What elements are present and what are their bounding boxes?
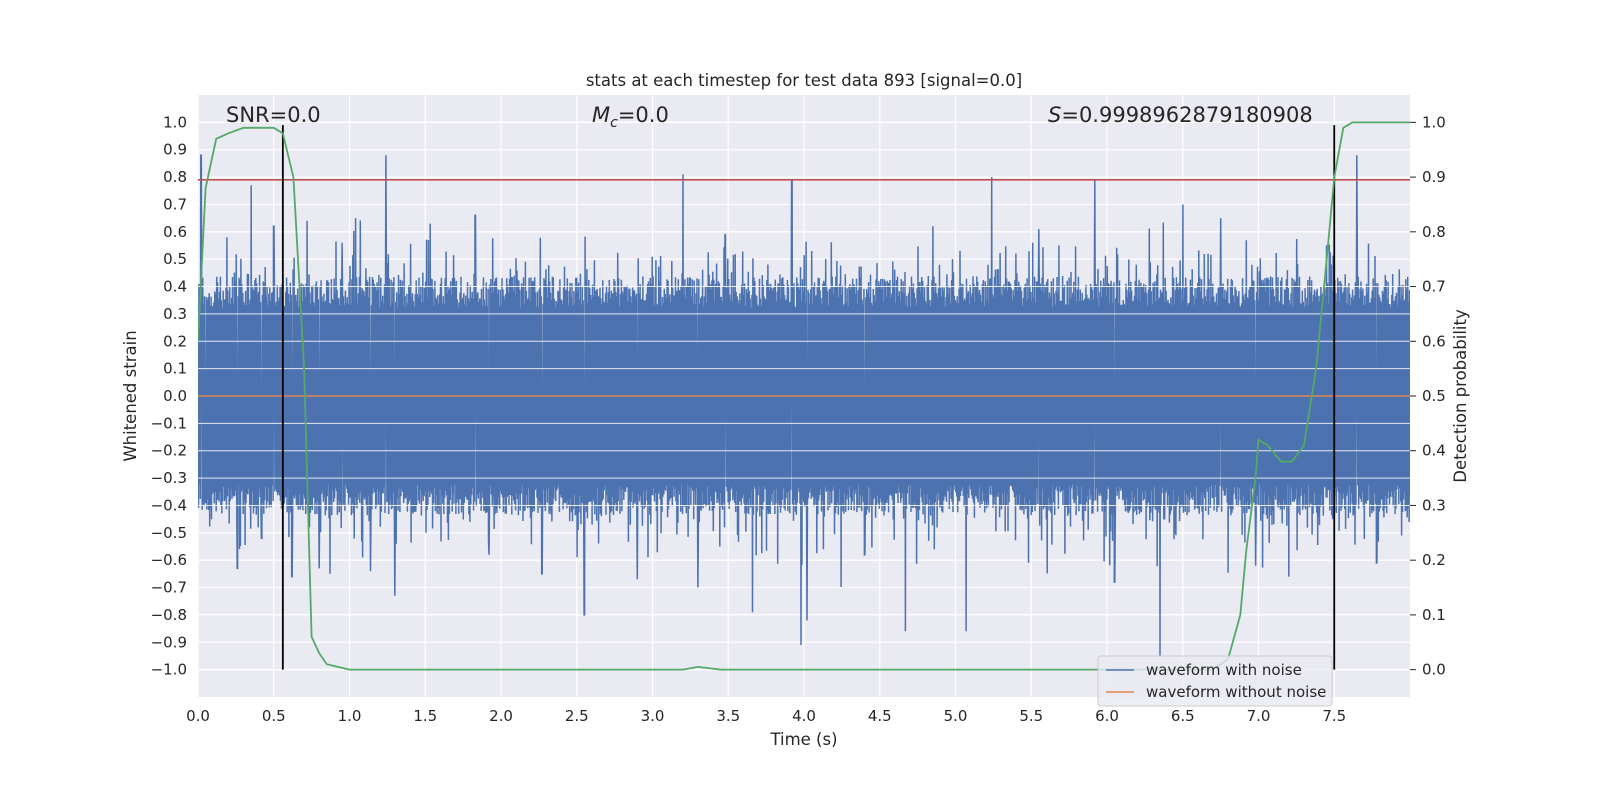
y-tick-label: −1.0 [151,661,187,679]
y-tick-label: −0.7 [151,579,187,597]
y-tick-label: 1.0 [163,113,187,131]
y2-axis-label: Detection probability [1451,309,1470,483]
legend-box [1097,655,1333,707]
y-tick-label: −0.5 [151,524,187,542]
x-tick-label: 2.5 [565,707,589,725]
y-tick-label: 0.8 [163,168,187,186]
x-tick-label: 6.0 [1095,707,1119,725]
x-tick-label: 5.0 [944,707,968,725]
mc-value: =0.0 [618,103,669,127]
y-tick-label: −0.9 [151,633,187,651]
y2-tick-label: 0.3 [1422,496,1446,514]
x-tick-label: 1.5 [413,707,437,725]
y2-tick-label: 0.8 [1422,223,1446,241]
x-tick-label: 0.0 [186,707,210,725]
snr-annotation: SNR=0.0 [226,103,321,127]
x-tick-label: 3.5 [716,707,740,725]
y-tick-label: −0.3 [151,469,187,487]
y2-tick-label: 0.4 [1422,442,1446,460]
legend: waveform with noise waveform without noi… [1097,655,1333,707]
y-tick-label: −0.6 [151,551,187,569]
x-tick-label: 7.5 [1322,707,1346,725]
x-axis-ticks: 0.0 0.5 1.0 1.5 2.0 2.5 3.0 3.5 4.0 4.5 5.0 5.5 6.0 6… [186,707,1346,725]
y-axis-label: Whitened strain [121,330,140,461]
mc-symbol: M [592,103,610,127]
x-tick-label: 1.0 [338,707,362,725]
x-axis-label: Time (s) [769,730,837,749]
x-tick-label: 5.5 [1019,707,1043,725]
s-annotation: S=0.9998962879180908 [1048,103,1313,127]
y-tick-label: 0.1 [163,360,187,378]
y-tick-label: 0.9 [163,141,187,159]
y-tick-label: −0.2 [151,442,187,460]
x-tick-label: 4.0 [792,707,816,725]
y-axis-ticks: 1.0 0.9 0.8 0.7 0.6 0.5 0.4 0.3 0.2 0.1 0.0 −0.1 −0.… [151,113,187,678]
y2-tick-label: 0.1 [1422,606,1446,624]
y-tick-label: −0.4 [151,496,187,514]
y2-tick-label: 0.2 [1422,551,1446,569]
series-waveform-with-noise [198,154,1410,657]
chart-title: stats at each timestep for test data 893… [586,71,1022,90]
y-tick-label: 0.6 [163,223,187,241]
x-tick-label: 3.0 [641,707,665,725]
legend-label-noise: waveform with noise [1146,661,1302,679]
y2-tick-label: 0.7 [1422,278,1446,296]
x-tick-label: 2.0 [489,707,513,725]
y-tick-label: 0.4 [163,278,187,296]
y-tick-label: 0.5 [163,250,187,268]
s-value: =0.9998962879180908 [1061,103,1312,127]
x-tick-label: 0.5 [262,707,286,725]
y-tick-label: 0.7 [163,195,187,213]
mc-subscript: c [610,115,618,131]
y2-tick-label: 0.0 [1422,661,1446,679]
y2-tick-label: 1.0 [1422,113,1446,131]
y2-axis-ticks: 0.0 0.1 0.2 0.3 0.4 0.5 0.6 0.7 0.8 0.9 1.0 [1410,113,1446,679]
y2-tick-label: 0.9 [1422,168,1446,186]
mc-annotation: Mc=0.0 [592,103,669,131]
legend-label-clean: waveform without noise [1146,683,1326,701]
series-layer [198,121,1410,671]
x-tick-label: 6.5 [1171,707,1195,725]
y-tick-label: 0.3 [163,305,187,323]
y-tick-label: −0.1 [151,414,187,432]
y2-tick-label: 0.6 [1422,332,1446,350]
y2-tick-label: 0.5 [1422,387,1446,405]
y-tick-label: 0.2 [163,332,187,350]
y-tick-label: −0.8 [151,606,187,624]
s-symbol: S [1048,103,1061,127]
series-detection-probability [198,121,1410,671]
x-tick-label: 4.5 [868,707,892,725]
x-tick-label: 7.0 [1247,707,1271,725]
y-tick-label: 0.0 [163,387,187,405]
